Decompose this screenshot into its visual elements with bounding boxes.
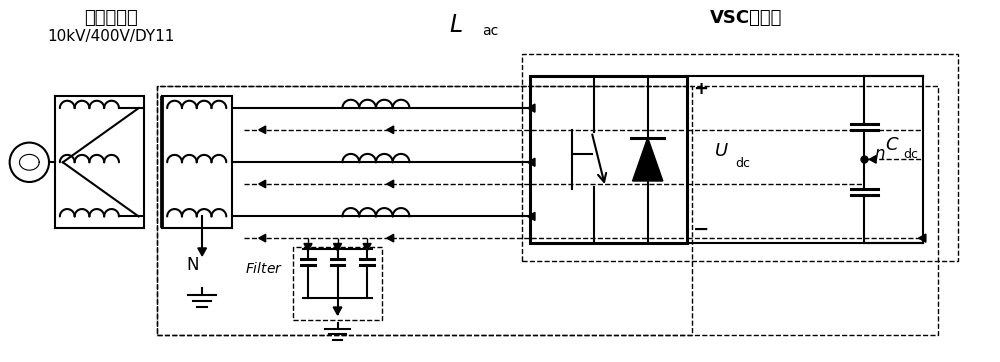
Polygon shape — [333, 307, 342, 315]
Text: dc: dc — [736, 157, 751, 170]
Polygon shape — [304, 244, 312, 251]
Polygon shape — [387, 126, 394, 134]
Bar — [293, 247, 382, 320]
Polygon shape — [528, 158, 535, 167]
Bar — [522, 54, 958, 261]
Text: $\mathit{Filter}$: $\mathit{Filter}$ — [245, 261, 283, 276]
Polygon shape — [528, 212, 535, 220]
Text: VSC变流器: VSC变流器 — [710, 9, 782, 27]
Polygon shape — [259, 234, 266, 242]
Text: +: + — [693, 80, 708, 98]
Polygon shape — [387, 234, 394, 242]
Bar — [157, 87, 692, 334]
Text: −: − — [693, 220, 709, 239]
Text: N: N — [187, 256, 199, 274]
Text: 配电变压器: 配电变压器 — [84, 9, 138, 27]
Polygon shape — [333, 244, 342, 251]
Text: $\mathit{L}$: $\mathit{L}$ — [449, 13, 463, 37]
Text: $U$: $U$ — [714, 143, 729, 160]
Polygon shape — [363, 244, 371, 251]
Polygon shape — [259, 180, 266, 188]
Text: 10kV/400V/DY11: 10kV/400V/DY11 — [47, 29, 175, 45]
Polygon shape — [528, 104, 535, 112]
Bar — [530, 76, 687, 243]
Text: dc: dc — [904, 148, 919, 161]
Polygon shape — [633, 138, 663, 181]
Polygon shape — [918, 234, 926, 242]
Polygon shape — [198, 248, 206, 256]
Polygon shape — [259, 126, 266, 134]
Polygon shape — [869, 156, 876, 163]
Text: ac: ac — [482, 25, 499, 38]
Text: $\mathit{n}$: $\mathit{n}$ — [874, 146, 886, 163]
Polygon shape — [387, 180, 394, 188]
Bar — [157, 87, 938, 334]
Text: $C$: $C$ — [885, 135, 900, 153]
